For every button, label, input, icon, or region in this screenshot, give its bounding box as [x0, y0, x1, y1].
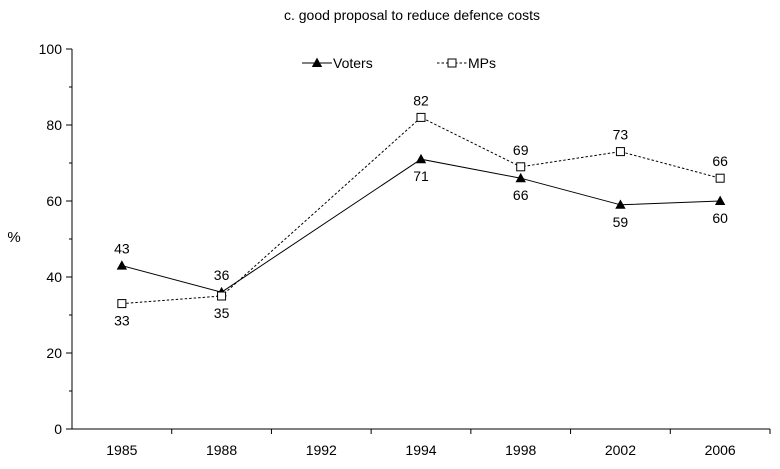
legend: Voters MPs [302, 55, 496, 71]
data-label-voters: 66 [513, 187, 529, 203]
data-point-voters [515, 172, 526, 183]
data-point-mps [516, 162, 526, 172]
chart-title: c. good proposal to reduce defence costs [284, 7, 540, 23]
x-tick-label: 1985 [106, 442, 137, 458]
data-point-mps [217, 291, 227, 301]
legend-label-voters: Voters [333, 55, 373, 71]
x-tick-label: 1998 [505, 442, 536, 458]
data-label-mps: 33 [114, 313, 130, 329]
x-tick-label: 1992 [306, 442, 337, 458]
series-markers [116, 112, 726, 309]
data-label-voters: 71 [413, 168, 429, 184]
ticks: 0 20 40 60 80 100 1985 1988 1992 1994 1998 2002 2006 [39, 41, 771, 458]
data-label-voters: 59 [613, 214, 629, 230]
data-point-voters [615, 199, 626, 209]
x-tick-label: 1994 [405, 442, 436, 458]
data-point-mps [416, 112, 426, 122]
data-label-mps: 69 [513, 142, 529, 158]
data-point-mps [715, 173, 725, 183]
legend-label-mps: MPs [468, 55, 496, 71]
data-label-mps: 82 [413, 92, 429, 108]
data-label-voters: 43 [114, 241, 130, 257]
series-lines [121, 116, 721, 305]
data-labels: 43 36 71 66 59 60 33 35 82 69 73 66 [114, 92, 728, 328]
x-tick-label: 1988 [206, 442, 237, 458]
y-tick-label: 60 [46, 193, 62, 209]
x-tick-label: 2002 [605, 442, 636, 458]
data-label-voters: 36 [214, 267, 230, 283]
legend-marker-mps [447, 58, 457, 68]
data-label-mps: 35 [214, 305, 230, 321]
series-line-voters [121, 158, 721, 293]
y-tick-label: 40 [46, 269, 62, 285]
data-point-voters [714, 195, 726, 206]
data-point-voters [116, 260, 128, 270]
legend-marker-voters [311, 57, 323, 67]
series-line-mps [121, 116, 721, 305]
data-point-mps [117, 299, 127, 309]
y-tick-label: 20 [46, 345, 62, 361]
data-point-mps [615, 147, 625, 157]
data-label-mps: 66 [712, 153, 728, 169]
y-tick-label: 100 [39, 41, 63, 57]
data-point-voters [415, 153, 427, 164]
y-axis-label: % [7, 229, 20, 246]
x-tick-label: 2006 [705, 442, 736, 458]
data-label-mps: 73 [613, 127, 629, 143]
y-tick-label: 80 [46, 117, 62, 133]
y-tick-label: 0 [54, 421, 62, 437]
data-label-voters: 60 [712, 210, 728, 226]
